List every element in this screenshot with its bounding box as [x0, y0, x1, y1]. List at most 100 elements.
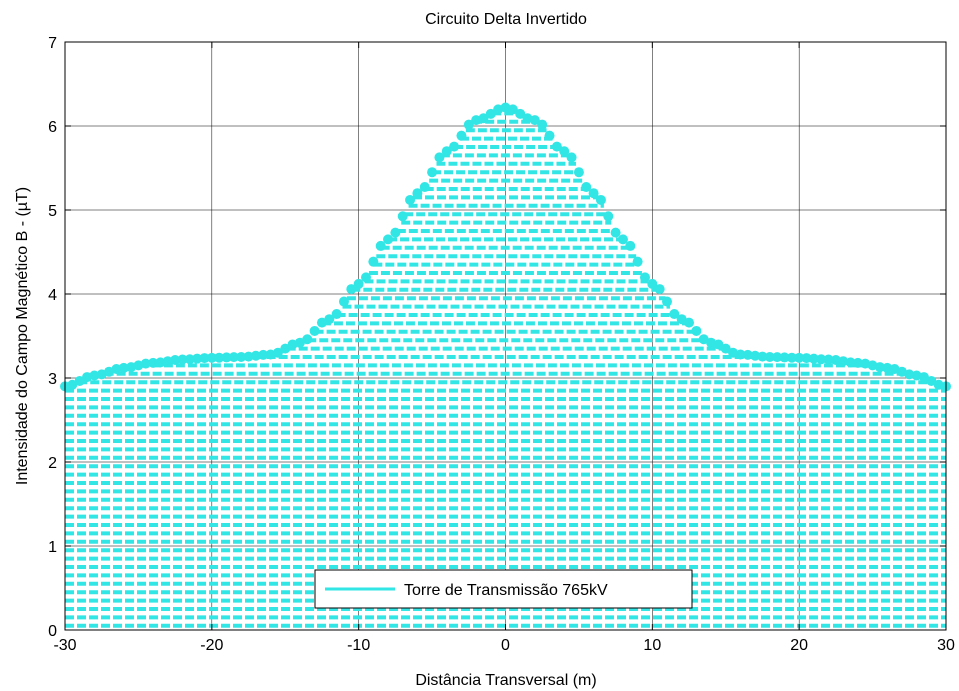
data-point — [750, 350, 761, 361]
data-point — [368, 256, 379, 267]
data-point — [779, 352, 790, 363]
y-tick-label: 0 — [48, 623, 57, 640]
data-point — [67, 379, 78, 390]
data-point — [272, 347, 283, 358]
data-point — [830, 355, 841, 366]
data-point — [478, 113, 489, 124]
data-point — [647, 278, 658, 289]
data-point — [221, 352, 232, 363]
data-point — [228, 352, 239, 363]
data-point — [236, 352, 247, 362]
data-point — [573, 167, 584, 178]
data-point — [904, 369, 915, 380]
data-point — [662, 296, 673, 307]
y-tick-label: 1 — [48, 539, 57, 556]
data-point — [801, 353, 812, 364]
y-tick-label: 4 — [48, 287, 57, 304]
data-point — [485, 108, 496, 119]
data-point — [529, 115, 540, 126]
data-point — [74, 375, 85, 386]
data-point — [449, 141, 460, 152]
data-point — [588, 188, 599, 199]
y-axis-title: Intensidade do Campo Magnético B - (µT) — [14, 187, 31, 485]
data-point — [170, 355, 181, 366]
data-point — [603, 211, 614, 222]
data-point — [111, 364, 122, 375]
data-point — [206, 352, 217, 363]
data-point — [720, 343, 731, 354]
data-point — [192, 353, 203, 364]
data-point — [544, 130, 555, 141]
data-point — [874, 362, 885, 373]
ticks: -30 -20 -10 0 10 20 30 0 1 2 3 4 5 6 7 — [48, 35, 955, 654]
data-point — [786, 352, 797, 363]
data-point — [361, 272, 372, 283]
data-point — [838, 356, 849, 367]
data-point — [427, 167, 438, 178]
data-point — [713, 339, 724, 350]
x-tick-label: 20 — [790, 637, 808, 654]
y-tick-label: 2 — [48, 455, 57, 472]
data-point — [742, 349, 753, 360]
data-point — [155, 357, 166, 368]
data-point — [412, 188, 423, 199]
data-point — [669, 309, 680, 320]
data-point — [537, 119, 548, 130]
y-tick-label: 5 — [48, 203, 57, 220]
data-point — [772, 352, 783, 363]
data-point — [808, 353, 819, 364]
data-point — [551, 141, 562, 152]
data-point — [177, 354, 188, 365]
x-tick-label: -10 — [347, 637, 370, 654]
data-point — [654, 284, 665, 295]
data-point — [816, 354, 827, 365]
data-point — [118, 362, 129, 373]
data-point — [324, 314, 335, 325]
data-point — [595, 194, 606, 205]
x-axis-title: Distância Transversal (m) — [415, 672, 596, 689]
data-point — [258, 349, 269, 360]
data-point — [463, 119, 474, 130]
x-tick-label: 30 — [937, 637, 955, 654]
chart-title: Circuito Delta Invertido — [425, 11, 587, 28]
data-point — [375, 240, 386, 251]
data-point — [610, 227, 621, 238]
y-tick-label: 3 — [48, 371, 57, 388]
data-point — [632, 256, 643, 267]
data-point — [331, 309, 342, 320]
y-tick-label: 7 — [48, 35, 57, 52]
data-point — [617, 234, 628, 245]
data-point — [390, 227, 401, 238]
data-point — [823, 354, 834, 365]
data-point — [639, 272, 650, 283]
data-point — [199, 353, 210, 364]
data-point — [346, 284, 357, 295]
data-point — [757, 351, 768, 362]
data-point — [338, 296, 349, 307]
y-tick-label: 6 — [48, 119, 57, 136]
data-point — [353, 278, 364, 289]
legend: Torre de Transmissão 765kV — [314, 569, 693, 609]
data-point — [397, 211, 408, 222]
data-point — [214, 352, 225, 363]
data-point — [918, 372, 929, 383]
data-point — [581, 182, 592, 193]
x-tick-label: -20 — [200, 637, 223, 654]
data-point — [691, 325, 702, 336]
data-point — [89, 370, 100, 381]
data-point — [684, 317, 695, 328]
data-point — [419, 182, 430, 193]
x-tick-label: -30 — [53, 637, 76, 654]
data-point — [148, 357, 159, 368]
data-point — [243, 351, 254, 362]
data-point — [845, 357, 856, 368]
data-point — [559, 146, 570, 157]
data-point — [302, 334, 313, 345]
data-point — [441, 146, 452, 157]
x-tick-label: 0 — [501, 637, 510, 654]
data-point — [852, 357, 863, 368]
data-point — [926, 375, 937, 386]
data-point — [140, 358, 151, 369]
data-point — [184, 354, 195, 365]
